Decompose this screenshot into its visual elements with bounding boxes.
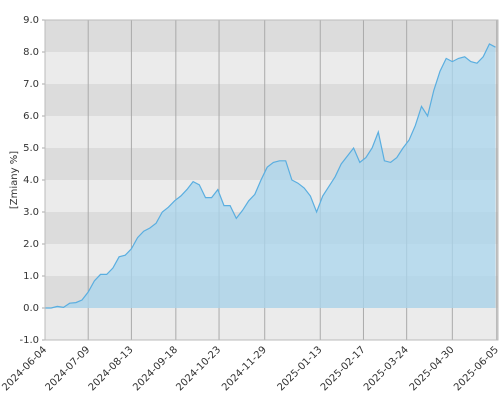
y-tick-label: 8.0 bbox=[23, 47, 39, 58]
line bbox=[45, 43, 496, 309]
x-tick-label: 2024-11-29 bbox=[220, 344, 269, 393]
grid-band bbox=[45, 20, 498, 52]
x-tick-label: 2024-09-18 bbox=[131, 344, 180, 393]
grid-band bbox=[45, 308, 498, 340]
y-tick-label: 0.0 bbox=[23, 303, 39, 314]
x-tick-label: 2025-01-13 bbox=[276, 344, 325, 393]
y-tick-label: 4.0 bbox=[23, 175, 39, 186]
area bbox=[45, 44, 496, 308]
y-tick-label: 6.0 bbox=[23, 111, 39, 122]
x-tick-label: 2024-07-09 bbox=[44, 344, 93, 393]
x-tick-label: 2025-03-24 bbox=[362, 344, 411, 393]
x-tick-label: 2025-06-05 bbox=[452, 344, 500, 393]
y-tick-label: 2.0 bbox=[23, 239, 39, 250]
x-tick-label: 2024-08-13 bbox=[87, 344, 136, 393]
x-tick-label: 2024-06-04 bbox=[0, 344, 49, 393]
y-axis-label: [Zmiany %] bbox=[9, 151, 20, 209]
x-tick-label: 2025-02-17 bbox=[319, 344, 368, 393]
y-tick-label: 1.0 bbox=[23, 271, 39, 282]
y-tick-label: 7.0 bbox=[23, 79, 39, 90]
x-tick-label: 2024-10-23 bbox=[174, 344, 223, 393]
y-tick-label: 9.0 bbox=[23, 15, 39, 26]
plot-frame bbox=[44, 19, 499, 341]
y-tick-label: 5.0 bbox=[23, 143, 39, 154]
x-tick-label: 2025-04-30 bbox=[408, 344, 457, 393]
y-tick-label: 3.0 bbox=[23, 207, 39, 218]
grid-band bbox=[45, 52, 498, 84]
y-tick-label: -1.0 bbox=[19, 335, 39, 346]
